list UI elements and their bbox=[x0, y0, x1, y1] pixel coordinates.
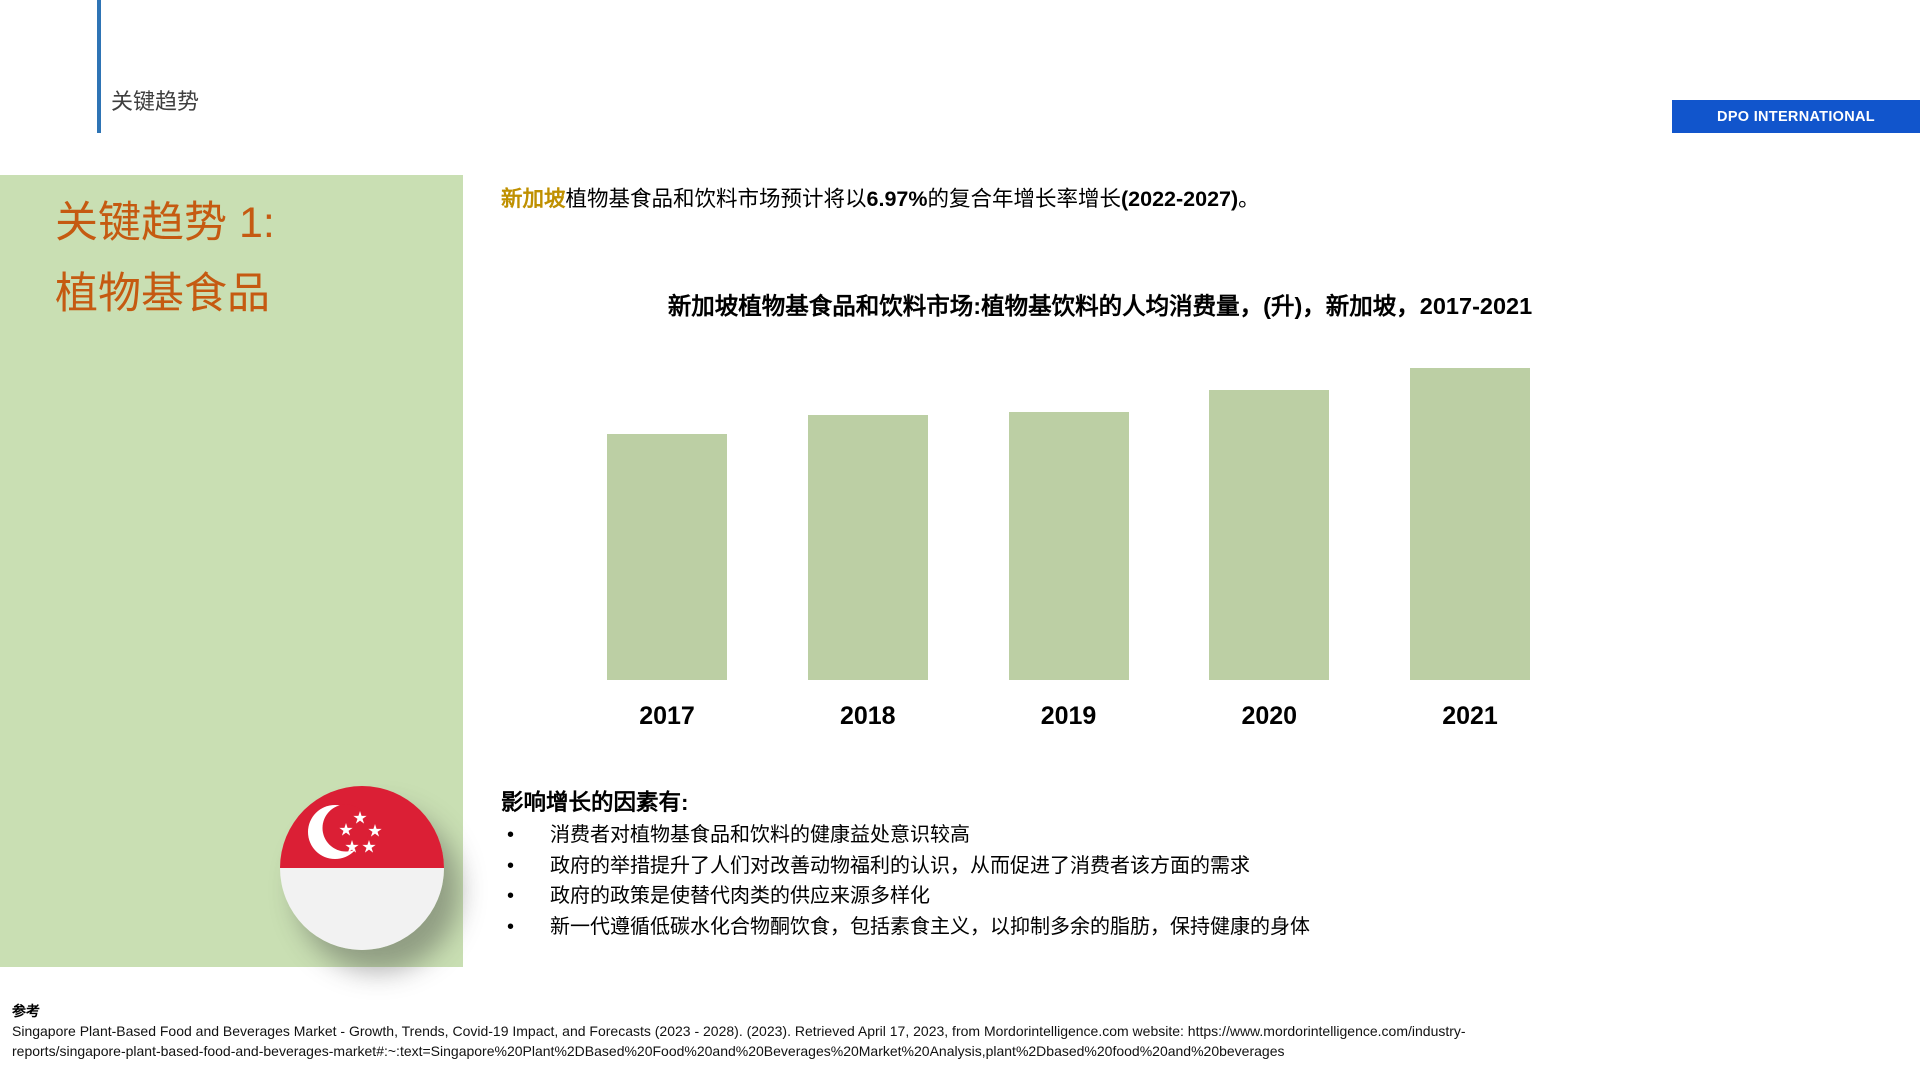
x-tick-2018: 2018 bbox=[839, 702, 896, 730]
section-label: 关键趋势 bbox=[111, 89, 200, 114]
intro-period: (2022-2027) bbox=[1121, 187, 1239, 211]
accent-line bbox=[97, 0, 101, 133]
factors-list: 消费者对植物基食品和饮料的健康益处意识较高 政府的举措提升了人们对改善动物福利的… bbox=[501, 820, 1591, 942]
slide-title: 关键趋势 1: 植物基食品 bbox=[55, 188, 275, 330]
bar-column bbox=[807, 368, 928, 680]
bar-2021 bbox=[1410, 368, 1530, 680]
bar-column bbox=[607, 368, 727, 680]
brand-badge-label: DPO INTERNATIONAL bbox=[1717, 108, 1875, 125]
x-tick-2021: 2021 bbox=[1442, 702, 1498, 730]
reference-citation-line2: reports/singapore-plant-based-food-and-b… bbox=[12, 1043, 1285, 1059]
chart-title: 新加坡植物基食品和饮料市场:植物基饮料的人均消费量，(升)，新加坡，2017-2… bbox=[667, 293, 1533, 319]
intro-segment2: 的复合年增长率增长 bbox=[927, 187, 1122, 211]
x-tick-2020: 2020 bbox=[1241, 702, 1298, 730]
slide-title-line2: 植物基食品 bbox=[55, 270, 270, 318]
intro-highlight: 新加坡 bbox=[501, 187, 566, 211]
slide-title-line1: 关键趋势 1: bbox=[55, 199, 275, 247]
intro-cagr: 6.97% bbox=[866, 187, 928, 211]
bar-2018 bbox=[807, 414, 928, 680]
intro-sentence: 新加坡植物基食品和饮料市场预计将以6.97%的复合年增长率增长(2022-202… bbox=[501, 182, 1601, 213]
bar-column bbox=[1008, 368, 1129, 680]
bar-2017 bbox=[607, 433, 727, 680]
x-axis: 2017 2018 2019 2020 2021 bbox=[607, 702, 1530, 731]
bar-plot bbox=[607, 368, 1530, 680]
bar-column bbox=[1410, 368, 1530, 680]
reference-citation: Singapore Plant-Based Food and Beverages… bbox=[12, 1021, 1662, 1061]
factor-item: 新一代遵循低碳水化合物酮饮食，包括素食主义，以抑制多余的脂肪，保持健康的身体 bbox=[501, 912, 1591, 943]
factors-heading: 影响增长的因素有: bbox=[501, 790, 689, 815]
x-tick-2019: 2019 bbox=[1040, 702, 1097, 730]
bar-2019 bbox=[1008, 411, 1129, 680]
reference-citation-line1: Singapore Plant-Based Food and Beverages… bbox=[12, 1023, 1466, 1039]
bar-column bbox=[1209, 368, 1330, 680]
intro-fullstop: 。 bbox=[1238, 187, 1260, 211]
reference-label: 参考 bbox=[12, 1003, 40, 1019]
factor-item: 政府的政策是使替代肉类的供应来源多样化 bbox=[501, 881, 1591, 912]
singapore-flag-icon bbox=[280, 786, 444, 950]
brand-badge: DPO INTERNATIONAL bbox=[1672, 100, 1920, 133]
x-tick-2017: 2017 bbox=[639, 702, 695, 730]
factor-item: 消费者对植物基食品和饮料的健康益处意识较高 bbox=[501, 820, 1591, 851]
bar-2020 bbox=[1209, 389, 1330, 680]
factor-item: 政府的举措提升了人们对改善动物福利的认识，从而促进了消费者该方面的需求 bbox=[501, 851, 1591, 882]
intro-segment1: 植物基食品和饮料市场预计将以 bbox=[565, 187, 867, 211]
